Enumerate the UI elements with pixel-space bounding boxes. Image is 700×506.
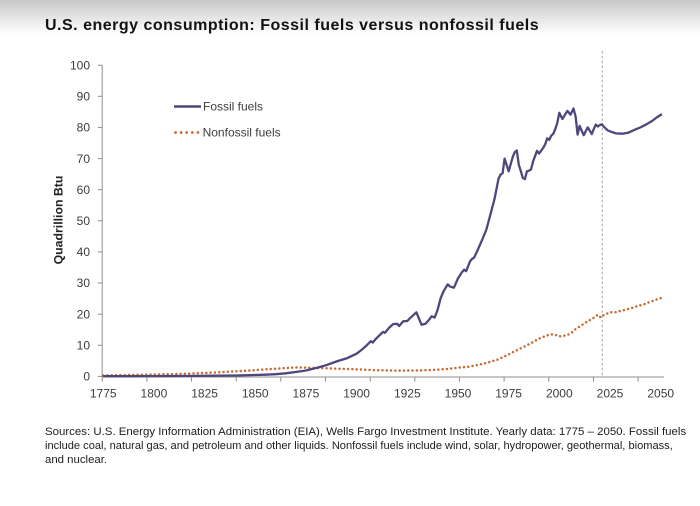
svg-text:Nonfossil fuels: Nonfossil fuels — [203, 126, 281, 140]
svg-text:50: 50 — [77, 214, 91, 228]
svg-text:Fossil fuels: Fossil fuels — [203, 100, 263, 114]
svg-text:90: 90 — [77, 90, 91, 104]
svg-text:1825: 1825 — [191, 387, 218, 401]
svg-text:40: 40 — [77, 245, 91, 259]
svg-text:1775: 1775 — [90, 387, 117, 401]
svg-text:2025: 2025 — [597, 387, 624, 401]
svg-text:100: 100 — [70, 58, 90, 72]
svg-text:70: 70 — [77, 152, 91, 166]
svg-text:1975: 1975 — [495, 387, 522, 401]
svg-text:10: 10 — [77, 339, 91, 353]
svg-text:80: 80 — [77, 121, 91, 135]
svg-text:1950: 1950 — [445, 387, 472, 401]
svg-text:1925: 1925 — [394, 387, 421, 401]
svg-text:30: 30 — [77, 276, 91, 290]
svg-text:1900: 1900 — [343, 387, 370, 401]
svg-text:0: 0 — [83, 370, 90, 384]
svg-text:2000: 2000 — [546, 387, 573, 401]
svg-text:1850: 1850 — [242, 387, 269, 401]
svg-text:1875: 1875 — [293, 387, 320, 401]
svg-text:2050: 2050 — [647, 387, 674, 401]
svg-text:60: 60 — [77, 183, 91, 197]
svg-text:20: 20 — [77, 307, 91, 321]
svg-text:Quadrillion Btu: Quadrillion Btu — [51, 176, 65, 265]
svg-text:1800: 1800 — [141, 387, 168, 401]
